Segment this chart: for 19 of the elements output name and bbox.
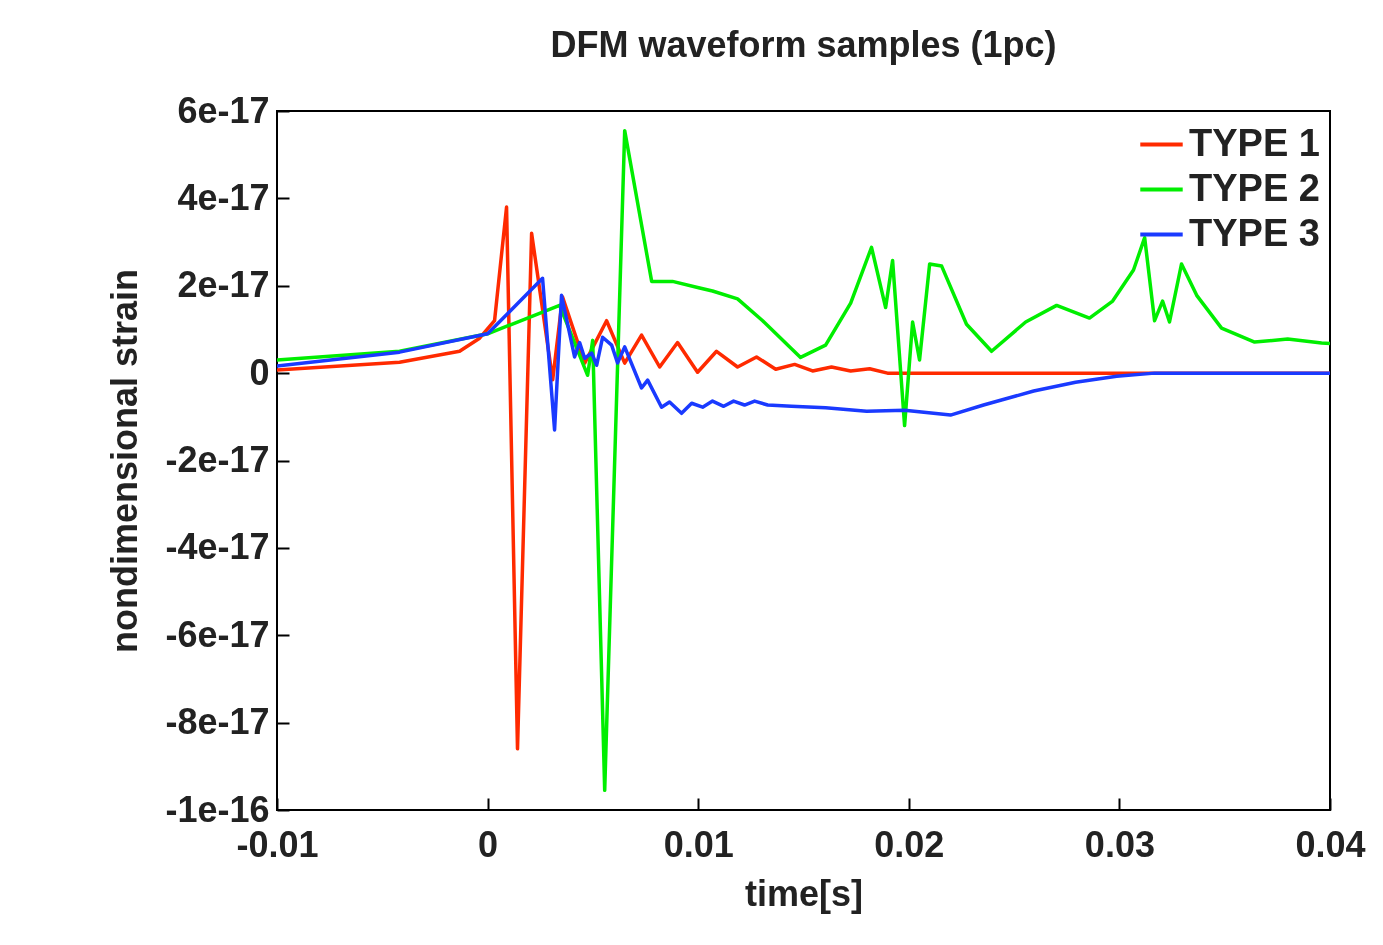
y-tick-label: -4e-17 bbox=[165, 526, 270, 568]
legend-label: TYPE 3 bbox=[1189, 211, 1320, 254]
x-tick-label: 0.02 bbox=[874, 823, 945, 865]
x-axis-title: time[s] bbox=[744, 872, 864, 914]
x-tick-label: 0 bbox=[478, 823, 499, 865]
chart-title: DFM waveform samples (1pc) bbox=[550, 24, 1057, 65]
x-tick-label: 0.04 bbox=[1295, 823, 1366, 865]
legend-label: TYPE 2 bbox=[1189, 166, 1320, 209]
x-tick-label: 0.01 bbox=[663, 823, 734, 865]
y-tick-label: -8e-17 bbox=[165, 701, 270, 743]
y-tick-label: 0 bbox=[249, 351, 270, 393]
x-tick-label: 0.03 bbox=[1084, 823, 1155, 865]
y-tick-label: -2e-17 bbox=[165, 439, 270, 480]
y-tick-label: 6e-17 bbox=[177, 89, 270, 131]
y-tick-label: -6e-17 bbox=[165, 613, 270, 655]
y-tick-label: 2e-17 bbox=[177, 264, 270, 306]
legend-label: TYPE 1 bbox=[1189, 121, 1320, 164]
y-axis-title: nondimensional strain bbox=[104, 268, 146, 654]
y-tick-label: 4e-17 bbox=[177, 176, 270, 218]
